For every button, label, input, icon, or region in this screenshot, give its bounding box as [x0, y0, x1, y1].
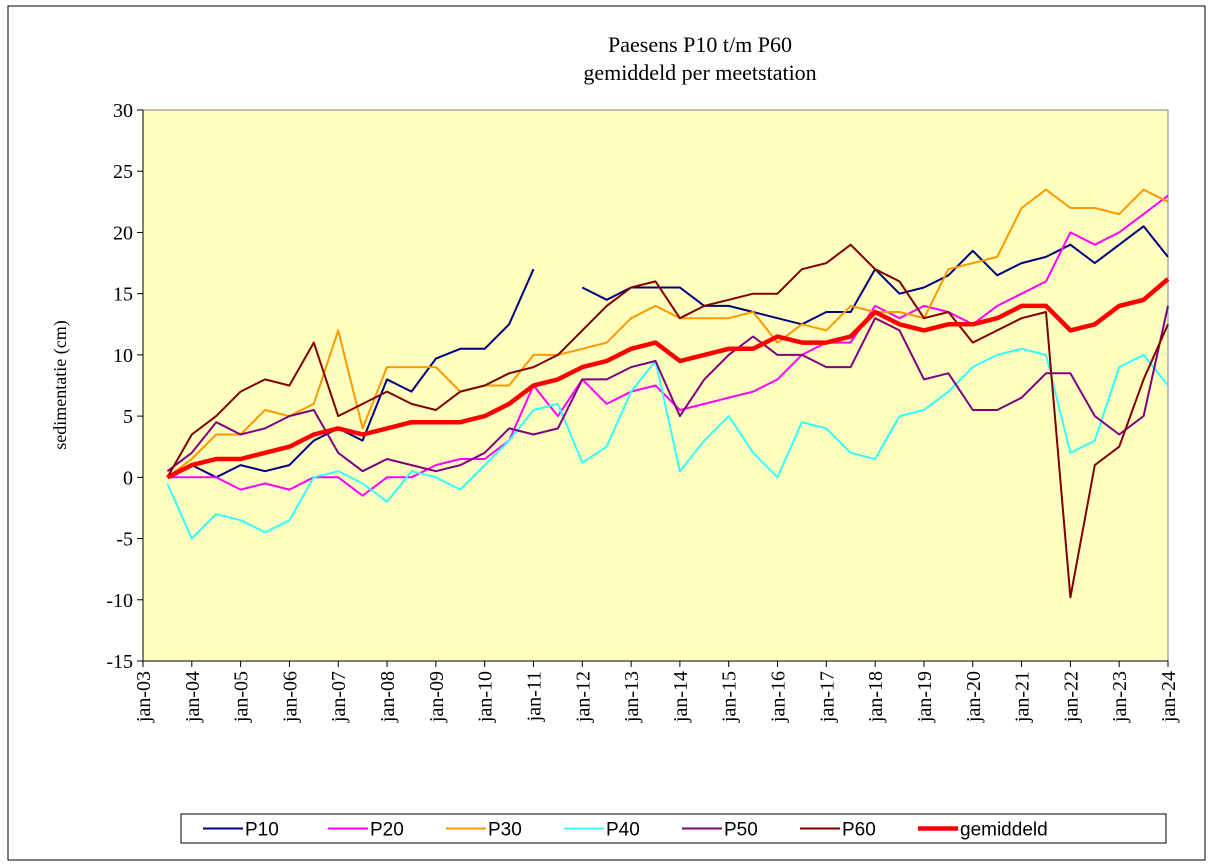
x-tick-label: jan-07: [328, 671, 350, 723]
series-line: [166, 347, 1169, 540]
x-tick-label: jan-13: [621, 671, 643, 723]
legend-label: P10: [245, 820, 279, 841]
y-tick-label: 20: [113, 222, 133, 244]
legend-label: P60: [842, 820, 876, 841]
y-tick-label: 5: [123, 406, 133, 428]
legend-label: P50: [724, 820, 758, 841]
legend-label: P30: [488, 820, 522, 841]
x-tick-label: jan-21: [1012, 671, 1034, 723]
x-tick-label: jan-12: [572, 671, 594, 723]
x-tick-label: jan-03: [133, 671, 155, 723]
chart-subtitle: gemiddeld per meetstation: [583, 60, 816, 85]
x-tick-label: jan-08: [377, 671, 399, 723]
legend-label: P20: [370, 820, 404, 841]
x-tick-label: jan-15: [719, 671, 741, 723]
x-tick-label: jan-20: [963, 671, 985, 723]
x-tick-label: jan-09: [426, 671, 448, 723]
x-tick-label: jan-22: [1060, 671, 1082, 723]
x-tick-label: jan-18: [865, 671, 887, 723]
series-line: [166, 305, 1169, 473]
x-tick-label: jan-04: [182, 671, 204, 723]
series-line: [166, 188, 1169, 479]
x-tick-label: jan-16: [768, 671, 790, 723]
legend-label: gemiddeld: [960, 820, 1048, 841]
x-tick-label: jan-19: [914, 671, 936, 723]
y-tick-label: 30: [113, 100, 133, 122]
y-tick-label: 0: [123, 467, 133, 489]
x-tick-label: jan-10: [475, 671, 497, 723]
series-line: [166, 277, 1170, 480]
x-tick-label: jan-23: [1109, 671, 1131, 723]
y-tick-label: 25: [113, 161, 133, 183]
x-tick-label: jan-06: [279, 671, 301, 723]
x-tick-label: jan-14: [670, 671, 692, 723]
x-tick-label: jan-17: [816, 671, 838, 723]
series-line: [166, 243, 1169, 599]
y-tick-label: -5: [116, 529, 133, 551]
legend-label: P40: [606, 820, 640, 841]
x-tick-label: jan-24: [1158, 671, 1180, 723]
chart-title: Paesens P10 t/m P60: [608, 32, 792, 57]
y-tick-label: -15: [106, 651, 133, 673]
y-axis-label: sedimentatie (cm): [50, 320, 71, 449]
x-tick-label: jan-11: [523, 671, 545, 722]
y-tick-label: -10: [106, 590, 133, 612]
x-tick-label: jan-05: [231, 671, 253, 723]
y-tick-label: 15: [113, 284, 133, 306]
y-tick-label: 10: [113, 345, 133, 367]
series-line: [167, 194, 1169, 497]
